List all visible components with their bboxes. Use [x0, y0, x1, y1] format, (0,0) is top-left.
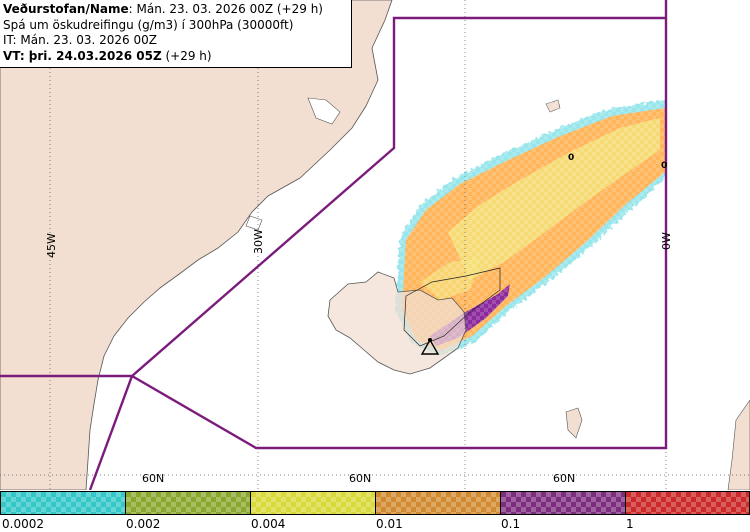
longitude-label: 45W: [45, 233, 58, 258]
header-line-4: VT: þri. 24.03.2026 05Z (+29 h): [3, 49, 348, 65]
ash-dispersion-map: 45W 30W 0W 60N 60N 60N 0 0: [0, 0, 750, 490]
lead-time: (+29 h): [161, 48, 212, 63]
greenland-fjord: [307, 97, 341, 125]
header-line-1: Veðurstofan/Name: Mán. 23. 03. 2026 00Z …: [3, 2, 348, 18]
color-legend: 0.0002 0.002 0.004 0.01 0.1 1: [0, 490, 750, 532]
island: [565, 407, 583, 439]
contour-label: 0: [661, 161, 667, 171]
valid-time: VT: þri. 24.03.2026 05Z: [3, 48, 162, 63]
legend-swatch: [125, 491, 251, 515]
legend-label: 0.0002: [2, 517, 44, 531]
legend-swatch: [375, 491, 501, 515]
legend-label: 0.1: [501, 517, 521, 531]
contour-label: 0: [568, 153, 574, 163]
header-line-2: Spá um öskudreifingu (g/m3) í 300hPa (30…: [3, 17, 294, 32]
legend-label: 0.002: [126, 517, 161, 531]
longitude-label: 0W: [660, 232, 673, 250]
legend-swatch: [0, 491, 126, 515]
triangle-icon: [420, 338, 440, 355]
ash-contour: [403, 267, 501, 347]
legend-swatch: [625, 491, 750, 515]
longitude-label: 30W: [252, 229, 265, 254]
legend-swatch: [500, 491, 626, 515]
volcano-point: [428, 338, 432, 342]
scotland-coast: [727, 399, 750, 490]
iceland-landmass: [327, 271, 467, 375]
forecast-info-box: Veðurstofan/Name: Mán. 23. 03. 2026 00Z …: [0, 0, 352, 68]
legend-label: 0.004: [251, 517, 286, 531]
legend-label: 1: [626, 517, 634, 531]
latitude-label: 60N: [142, 472, 164, 485]
latitude-label: 60N: [553, 472, 575, 485]
latitude-label: 60N: [349, 472, 371, 485]
legend-label: 0.01: [376, 517, 403, 531]
greenland-fjord: [245, 215, 263, 231]
base-time: : Mán. 23. 03. 2026 00Z (+29 h): [128, 2, 323, 16]
greenland-landmass: [0, 0, 393, 490]
airspace-boundary: [0, 0, 668, 490]
legend-swatch: [250, 491, 376, 515]
source-name: Veðurstofan/Name: [3, 2, 129, 16]
header-line-3: IT: Mán. 23. 03. 2026 00Z: [3, 33, 157, 47]
